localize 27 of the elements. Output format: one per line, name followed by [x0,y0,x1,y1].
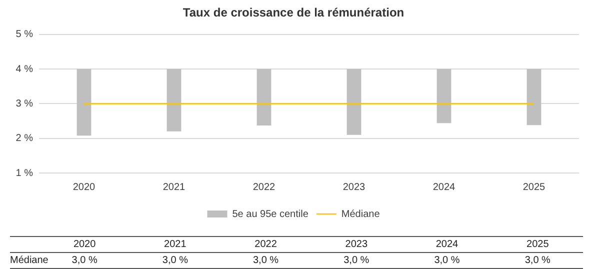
legend-label: 5e au 95e centile [232,208,309,220]
x-tick-label: 2020 [72,182,96,193]
text: Médiane [10,255,48,266]
category-label: 2023 [345,239,368,250]
x-tick-label: 2021 [162,182,186,193]
y-tick-label: 5 % [16,29,34,40]
y-tick-label: 4 % [16,64,34,75]
category-label: 2021 [164,239,186,250]
legend-label: Médiane [341,208,380,220]
x-tick-label: 2024 [432,182,456,193]
category-label: 2022 [254,239,277,250]
y-tick-label: 3 % [16,98,34,110]
chart-title: Taux de croissance de la rémunération [182,6,404,20]
data-label: 3,0 % [433,254,461,268]
data-label: 3,0 % [161,254,189,268]
category-label: 2025 [526,239,549,250]
data-label: 3,0 % [342,254,370,268]
y-tick-label: 2 % [16,133,34,144]
category-label: 2020 [73,239,96,250]
y-tick-label: 1 % [16,168,34,179]
category-label: 2024 [436,239,458,250]
x-tick-label: 2023 [342,182,366,193]
data-label: 3,0 % [524,254,552,268]
data-label: 3,0 % [252,254,280,268]
x-tick-label: 2025 [522,182,546,193]
x-tick-label: 2022 [252,182,276,193]
data-label: 3,0 % [72,255,98,266]
